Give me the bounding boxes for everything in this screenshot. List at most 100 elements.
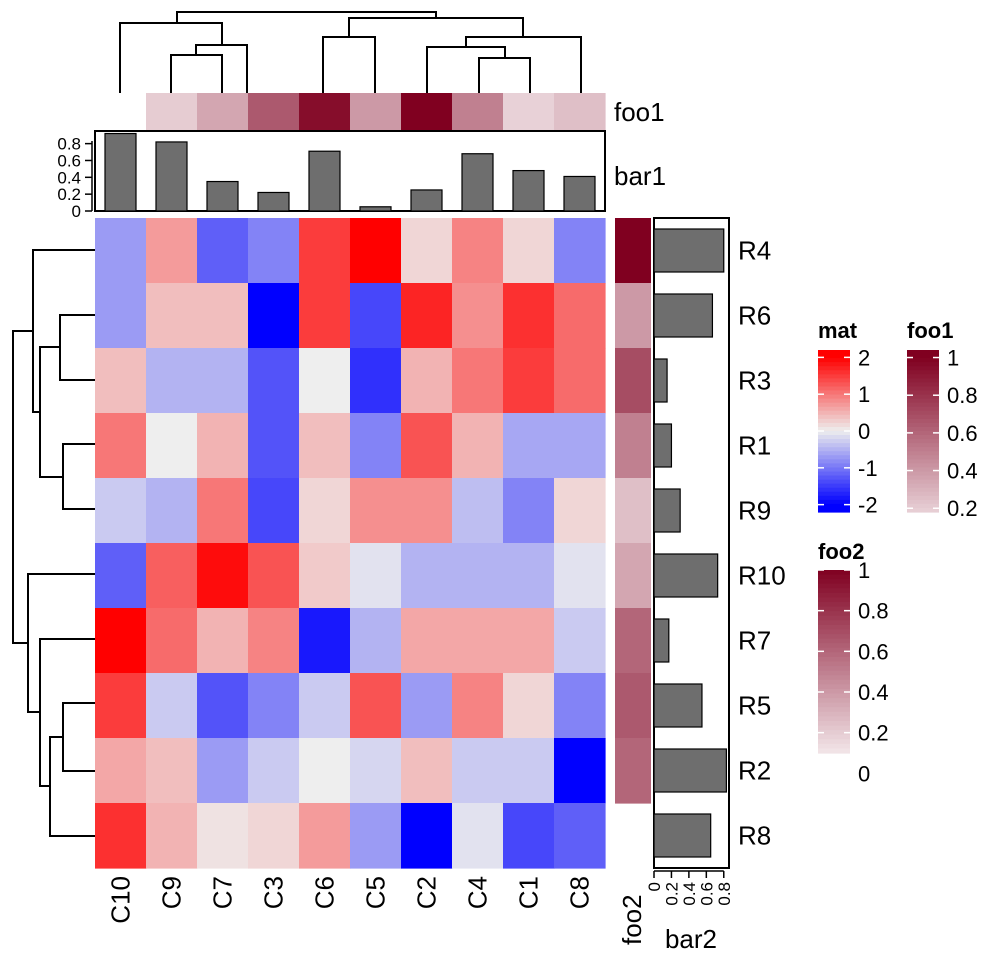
legend-gradient-step	[907, 418, 939, 424]
heatmap-cell	[197, 803, 249, 869]
heatmap-cell	[350, 218, 402, 284]
bar2-bar	[653, 553, 719, 598]
legend-gradient-step	[818, 410, 850, 416]
legend-gradient-step	[818, 362, 850, 367]
heatmap-cell	[95, 413, 147, 479]
legend-gradient-step	[818, 382, 850, 388]
legend-gradient-step	[818, 439, 850, 444]
heatmap-cell	[401, 283, 453, 349]
heatmap-cell	[248, 673, 300, 739]
legend-gradient-step	[818, 688, 850, 695]
bar2-annotation-label: bar2	[665, 924, 717, 954]
legend-gradient-step	[818, 720, 850, 727]
heatmap-cell	[95, 738, 147, 804]
heatmap-cell	[401, 413, 453, 479]
heatmap-cell	[554, 413, 606, 479]
legend-gradient-step	[818, 592, 850, 599]
heatmap-cell	[248, 218, 300, 284]
heatmap-cell	[248, 283, 300, 349]
heatmap-cell	[248, 803, 300, 869]
legend-label: 0.2	[858, 721, 889, 746]
bar1-annotation: 00.20.40.60.8	[57, 130, 606, 221]
legend-gradient-step	[907, 507, 939, 513]
row-label: R5	[738, 691, 771, 721]
heatmap-cell	[401, 543, 453, 609]
legend-gradient-step	[907, 447, 939, 452]
legend-gradient-step	[907, 382, 939, 388]
legend-title: foo1	[907, 318, 953, 343]
legend-gradient-step	[818, 358, 850, 363]
legend-gradient-step	[818, 611, 850, 617]
column-label: C6	[310, 876, 340, 909]
legend-label: 1	[858, 382, 870, 407]
heatmap-cell	[248, 348, 300, 414]
heatmap-cell	[146, 803, 198, 869]
legend-label: 0.6	[947, 421, 978, 446]
bar2-tick-label: 0.4	[680, 882, 699, 906]
legend-gradient-step	[818, 615, 850, 621]
heatmap-cell	[146, 348, 198, 414]
bar2-bar	[653, 748, 727, 793]
heatmap-cell	[197, 738, 249, 804]
legend-gradient-step	[818, 418, 850, 424]
row-label: R7	[738, 626, 771, 656]
column-label: C7	[208, 876, 238, 909]
legend-gradient-step	[907, 499, 939, 505]
legend-label: 0.2	[947, 496, 978, 521]
legend-gradient-step	[907, 435, 939, 440]
legend-label: 1	[947, 346, 959, 371]
foo2-annotation	[615, 218, 651, 804]
heatmap-cell	[503, 348, 555, 414]
legend-gradient-step	[818, 499, 850, 505]
legend-gradient-step	[818, 378, 850, 383]
legend-gradient-step	[907, 390, 939, 396]
legend-gradient-step	[907, 370, 939, 375]
legend-gradient-step	[818, 583, 850, 589]
heatmap-cell	[95, 608, 147, 674]
legend-gradient-step	[818, 666, 850, 672]
bar2-tick-label: 0	[645, 882, 664, 891]
heatmap-cell	[146, 543, 198, 609]
heatmap-cell	[503, 673, 555, 739]
heatmap-cell	[503, 738, 555, 804]
column-label: C1	[514, 876, 544, 909]
legend-gradient-step	[818, 634, 850, 640]
column-label: C2	[412, 876, 442, 909]
legend-gradient-step	[907, 410, 939, 416]
legend-gradient-step	[818, 366, 850, 371]
heatmap-cell	[197, 218, 249, 284]
heatmap-cell	[503, 283, 555, 349]
legend-gradient-step	[818, 734, 850, 740]
legend-title: foo2	[818, 539, 864, 564]
foo2-cell	[615, 543, 651, 609]
legend-gradient-step	[818, 398, 850, 404]
legend-gradient-step	[907, 374, 939, 379]
legend-gradient-step	[818, 579, 850, 585]
heatmap-cell	[452, 803, 504, 869]
row-label: R8	[738, 821, 771, 851]
foo1-cell	[503, 93, 555, 131]
bar2-bar	[653, 423, 673, 468]
heatmap-cell	[350, 673, 402, 739]
bar2-bar	[653, 488, 681, 533]
legend-gradient-step	[818, 647, 850, 653]
legend-gradient-step	[818, 574, 850, 580]
legend-gradient-step	[907, 491, 939, 497]
legend-gradient-step	[818, 479, 850, 485]
legend-label: 2	[858, 345, 870, 370]
legend-gradient-step	[818, 711, 850, 717]
legend-gradient-step	[818, 602, 850, 608]
legend-gradient-step	[907, 394, 939, 400]
heatmap-cell	[554, 738, 606, 804]
legend-gradient-step	[907, 483, 939, 489]
bar1-bar	[461, 153, 494, 212]
bar2-bar	[653, 228, 725, 273]
heatmap-cell	[452, 283, 504, 349]
bar2-bar	[653, 813, 712, 858]
heatmap-cell	[503, 543, 555, 609]
heatmap-cell	[350, 543, 402, 609]
legend-gradient-step	[818, 597, 850, 603]
legend-gradient-step	[818, 467, 850, 473]
legend-gradient-step	[907, 503, 939, 509]
legend-gradient-step	[907, 475, 939, 481]
